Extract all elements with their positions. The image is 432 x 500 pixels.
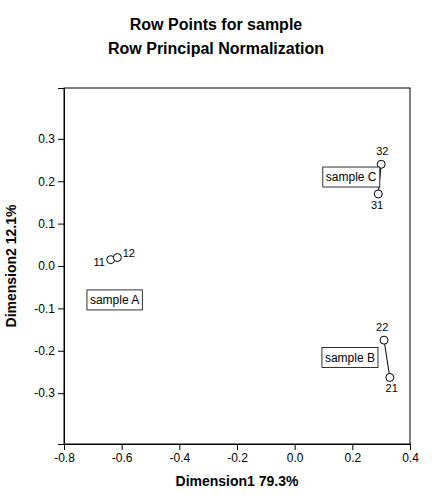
chart: Row Points for sample Row Principal Norma…	[0, 0, 432, 500]
tick-mark	[410, 444, 411, 450]
annotation-text: sample C	[326, 170, 377, 184]
point	[374, 190, 382, 198]
x-axis-label: Dimension1 79.3%	[176, 473, 299, 489]
plot: -0.8 -0.6 -0.4 -0.2 0.0 0.2 0.4 -0.3 -0.2 -0.1 0.0…	[3, 88, 419, 489]
point-label: 12	[123, 247, 135, 259]
y-axis: -0.3 -0.2 -0.1 0.0 0.1 0.2 0.3	[34, 89, 64, 445]
axis-line	[65, 445, 411, 451]
x-axis: -0.8 -0.6 -0.4 -0.2 0.0 0.2 0.4	[54, 444, 419, 465]
point	[380, 336, 388, 344]
tick-mark	[58, 139, 64, 140]
point-label: 22	[376, 321, 388, 333]
tick: 0.2	[344, 444, 361, 465]
tick-label: -0.1	[34, 302, 55, 316]
tick-label: -0.2	[34, 344, 55, 358]
labels: 11 12 31 32 21 22 sample A sample B sample C	[87, 145, 398, 394]
tick: -0.4	[169, 444, 190, 465]
tick-label: 0.2	[38, 175, 55, 189]
tick: -0.3	[34, 386, 64, 400]
point-label: 32	[376, 145, 388, 157]
tick-mark	[122, 444, 123, 450]
tick-mark	[58, 308, 64, 309]
y-axis-label: Dimension2 12.1%	[3, 204, 19, 327]
annotation-box	[87, 290, 142, 310]
tick-mark	[58, 181, 64, 182]
tick-mark	[295, 444, 296, 450]
point-label: 31	[371, 199, 383, 211]
tick: -0.2	[34, 344, 64, 358]
tick-label: -0.2	[227, 451, 248, 465]
annotation: sample B	[322, 348, 378, 368]
tick-label: 0.1	[38, 217, 55, 231]
tick: -0.1	[34, 302, 64, 316]
tick-label: 0.0	[38, 259, 55, 273]
plot-frame	[64, 88, 410, 444]
title: Row Points for sample	[130, 16, 303, 33]
tick: 0.2	[38, 175, 64, 189]
point-label: 11	[94, 256, 105, 268]
tick: 0.1	[38, 217, 64, 231]
tick-mark	[352, 444, 353, 450]
tick: -0.8	[54, 444, 75, 465]
tick-label: 0.3	[38, 132, 55, 146]
tick-mark	[58, 224, 64, 225]
tick-label: 0.4	[402, 451, 419, 465]
tick: 0.0	[38, 259, 64, 273]
tick-mark	[58, 266, 64, 267]
tick-label: -0.4	[169, 451, 190, 465]
tick-mark	[179, 444, 180, 450]
tick: 0.3	[38, 132, 64, 146]
tick-label: 0.0	[287, 451, 304, 465]
connector-line	[384, 340, 390, 377]
axis-line	[58, 89, 65, 445]
tick-label: -0.6	[112, 451, 133, 465]
tick-mark	[237, 444, 238, 450]
point	[113, 254, 121, 262]
point	[386, 373, 394, 381]
tick: 0.0	[287, 444, 304, 465]
tick: 0.4	[402, 444, 419, 465]
annotation: sample C	[323, 167, 380, 187]
tick-mark	[58, 351, 64, 352]
tick-label: 0.2	[344, 451, 361, 465]
tick: -0.2	[227, 444, 248, 465]
tick-mark	[58, 393, 64, 394]
annotation-text: sample B	[325, 351, 375, 365]
annotation-text: sample A	[90, 293, 139, 307]
annotation-box	[323, 167, 380, 187]
tick: -0.6	[112, 444, 133, 465]
tick-label: -0.3	[34, 386, 55, 400]
tick-label: -0.8	[54, 451, 75, 465]
point-label: 21	[386, 382, 398, 394]
annotation: sample A	[87, 290, 142, 310]
marks	[107, 160, 394, 381]
subtitle: Row Principal Normalization	[108, 40, 324, 57]
annotation-box	[322, 348, 378, 368]
